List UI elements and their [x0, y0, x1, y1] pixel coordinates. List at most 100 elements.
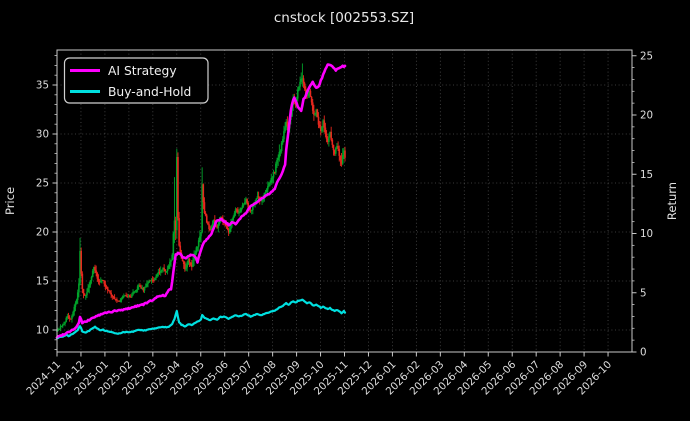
return-tick-label: 15 [640, 169, 653, 181]
candle-body [57, 329, 59, 331]
candle-body [307, 95, 309, 97]
candle-body [103, 280, 106, 284]
price-tick-label: 20 [36, 227, 49, 239]
candle-body [123, 295, 125, 297]
candle-body [147, 282, 149, 284]
candle-body [305, 88, 307, 94]
candle-body [212, 219, 215, 224]
candle-body [188, 258, 191, 263]
candle-body [132, 292, 134, 295]
candle-body [144, 286, 147, 288]
candle-body [90, 277, 93, 281]
candle-body [167, 265, 170, 269]
candle-body [76, 292, 79, 300]
candle-body [233, 213, 236, 217]
candle-body [261, 200, 263, 202]
candle-body [136, 286, 139, 290]
candle-body [330, 131, 332, 140]
candle-body [268, 183, 270, 187]
candle-body [324, 127, 327, 134]
candle-body [189, 262, 192, 265]
candle-body [60, 326, 63, 328]
candle-body [308, 90, 311, 96]
candle-body [81, 273, 84, 289]
return-tick-label: 10 [640, 228, 653, 240]
candle-body [143, 286, 146, 291]
legend: AI Strategy Buy-and-Hold [63, 57, 209, 104]
candle-body [96, 273, 99, 279]
candle-body [269, 182, 271, 184]
price-tick-label: 30 [36, 129, 49, 141]
candle-body [205, 215, 208, 223]
candle-body [75, 299, 78, 304]
candle-body [252, 206, 254, 211]
candle-body [73, 306, 76, 312]
candle-body [63, 323, 65, 325]
candle-body [336, 145, 338, 149]
candle-body [155, 276, 157, 279]
candle-body [199, 236, 201, 241]
candle-body [317, 116, 320, 125]
candle-body [140, 286, 142, 289]
candle-body [245, 199, 247, 203]
candle-body [334, 148, 337, 154]
candle-body [243, 202, 246, 205]
candle-body [344, 150, 346, 158]
candle-body [190, 264, 193, 267]
candle-body [166, 268, 169, 272]
candle-body [101, 279, 103, 282]
candle-body [323, 120, 326, 128]
candle-body [240, 207, 243, 212]
price-tick-label: 35 [36, 80, 49, 92]
candle-body [171, 254, 173, 261]
candle-body [118, 300, 121, 302]
candle-body [97, 278, 100, 281]
candle-body [239, 211, 241, 213]
candle-body [226, 226, 229, 230]
candle-body [113, 297, 116, 299]
candle-body [61, 324, 64, 327]
candle-body [64, 321, 66, 324]
candle-body [86, 292, 88, 296]
candle-body [229, 229, 231, 233]
candle-body [151, 279, 154, 281]
candle-body [116, 299, 118, 301]
candle-body [284, 127, 286, 132]
candle-body [343, 150, 345, 155]
candle-body [278, 151, 281, 158]
candle-body [209, 228, 212, 230]
candle-body [109, 290, 111, 293]
candle-body [58, 328, 61, 330]
grid-layer [56, 50, 632, 352]
candle-body [125, 295, 127, 297]
candle-body [128, 296, 131, 298]
candle-body [294, 102, 297, 106]
candle-body [71, 315, 73, 319]
candle-body [315, 109, 317, 114]
price-tick-label: 10 [36, 325, 49, 337]
candle-body [211, 223, 214, 228]
candle-body [262, 198, 265, 201]
candle-body [301, 78, 304, 80]
candle-body [66, 316, 69, 319]
candle-body [230, 223, 232, 230]
candle-body [137, 285, 140, 287]
candle-body [173, 220, 176, 234]
candle-body [208, 224, 210, 229]
candle-body [210, 227, 213, 230]
candle-body [242, 204, 245, 206]
candle-body [154, 278, 156, 281]
candle-body [121, 296, 124, 299]
candle-body [217, 224, 220, 228]
candle-body [148, 280, 150, 283]
candle-body [157, 271, 160, 275]
candle-body [165, 271, 168, 273]
candle-body [68, 317, 71, 319]
candle-body [218, 219, 221, 225]
candle-body [275, 163, 277, 173]
candle-body [176, 156, 178, 231]
candle-body [159, 270, 162, 273]
candle-body [249, 209, 252, 211]
candle-body [142, 287, 145, 291]
candle-body [174, 220, 177, 231]
